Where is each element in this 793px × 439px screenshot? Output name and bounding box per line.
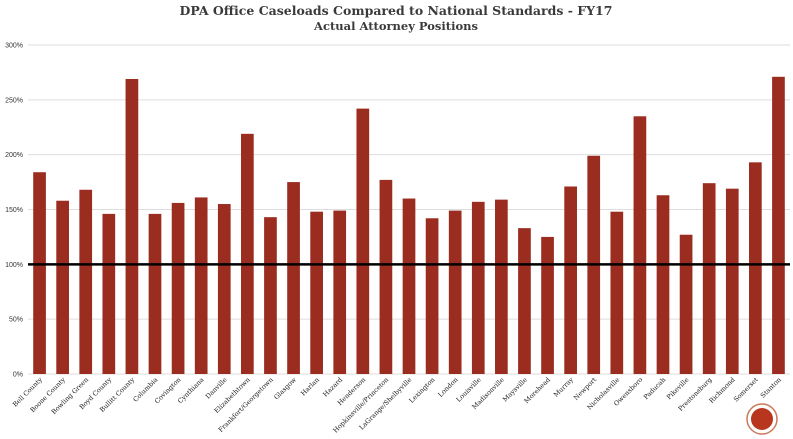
bar [333,210,347,374]
bar [264,217,277,374]
bar [402,198,416,374]
bar [656,195,670,374]
bar [79,189,93,374]
bar [171,202,185,374]
bar [310,211,323,374]
bar [448,210,462,374]
bar [679,234,693,374]
bar [379,179,393,374]
y-axis-tick-labels: 0% 50% 100% 150% 200% 250% 300% [5,43,23,379]
y-tick-label: 300% [5,43,23,50]
bar [356,108,370,375]
bars [33,76,785,375]
bar [56,200,69,374]
bar [217,204,231,374]
x-tick-label: Harlan [299,376,321,398]
bar [241,133,254,374]
bar [148,213,162,374]
bar [425,218,439,374]
y-tick-label: 250% [5,97,23,104]
x-tick-label: Stanton [759,376,783,400]
chart-subtitle: Actual Attorney Positions [313,19,478,33]
y-tick-label: 0% [13,372,23,379]
chart-title: DPA Office Caseloads Compared to Nationa… [180,3,613,18]
bar [633,116,647,375]
bar [471,201,485,374]
x-tick-label: Paducah [642,376,667,401]
bar [287,182,300,374]
bar [495,199,508,374]
bar [610,211,624,374]
bar [518,228,531,374]
bar [564,186,577,374]
bar [702,183,716,374]
bar [102,213,116,374]
y-tick-label: 50% [9,317,23,324]
logo-seal [746,403,778,435]
bar [772,76,785,374]
bar [541,236,554,374]
y-tick-label: 100% [5,262,23,269]
x-tick-label: Somerset [732,375,760,403]
bar [194,197,208,374]
x-tick-label: Glasgow [272,375,298,401]
bar [33,172,46,374]
x-tick-label: Hazard [321,376,344,399]
bar [125,78,139,374]
y-tick-label: 200% [5,152,23,159]
bar [725,188,739,374]
y-tick-label: 150% [5,207,23,214]
bar [749,162,762,374]
